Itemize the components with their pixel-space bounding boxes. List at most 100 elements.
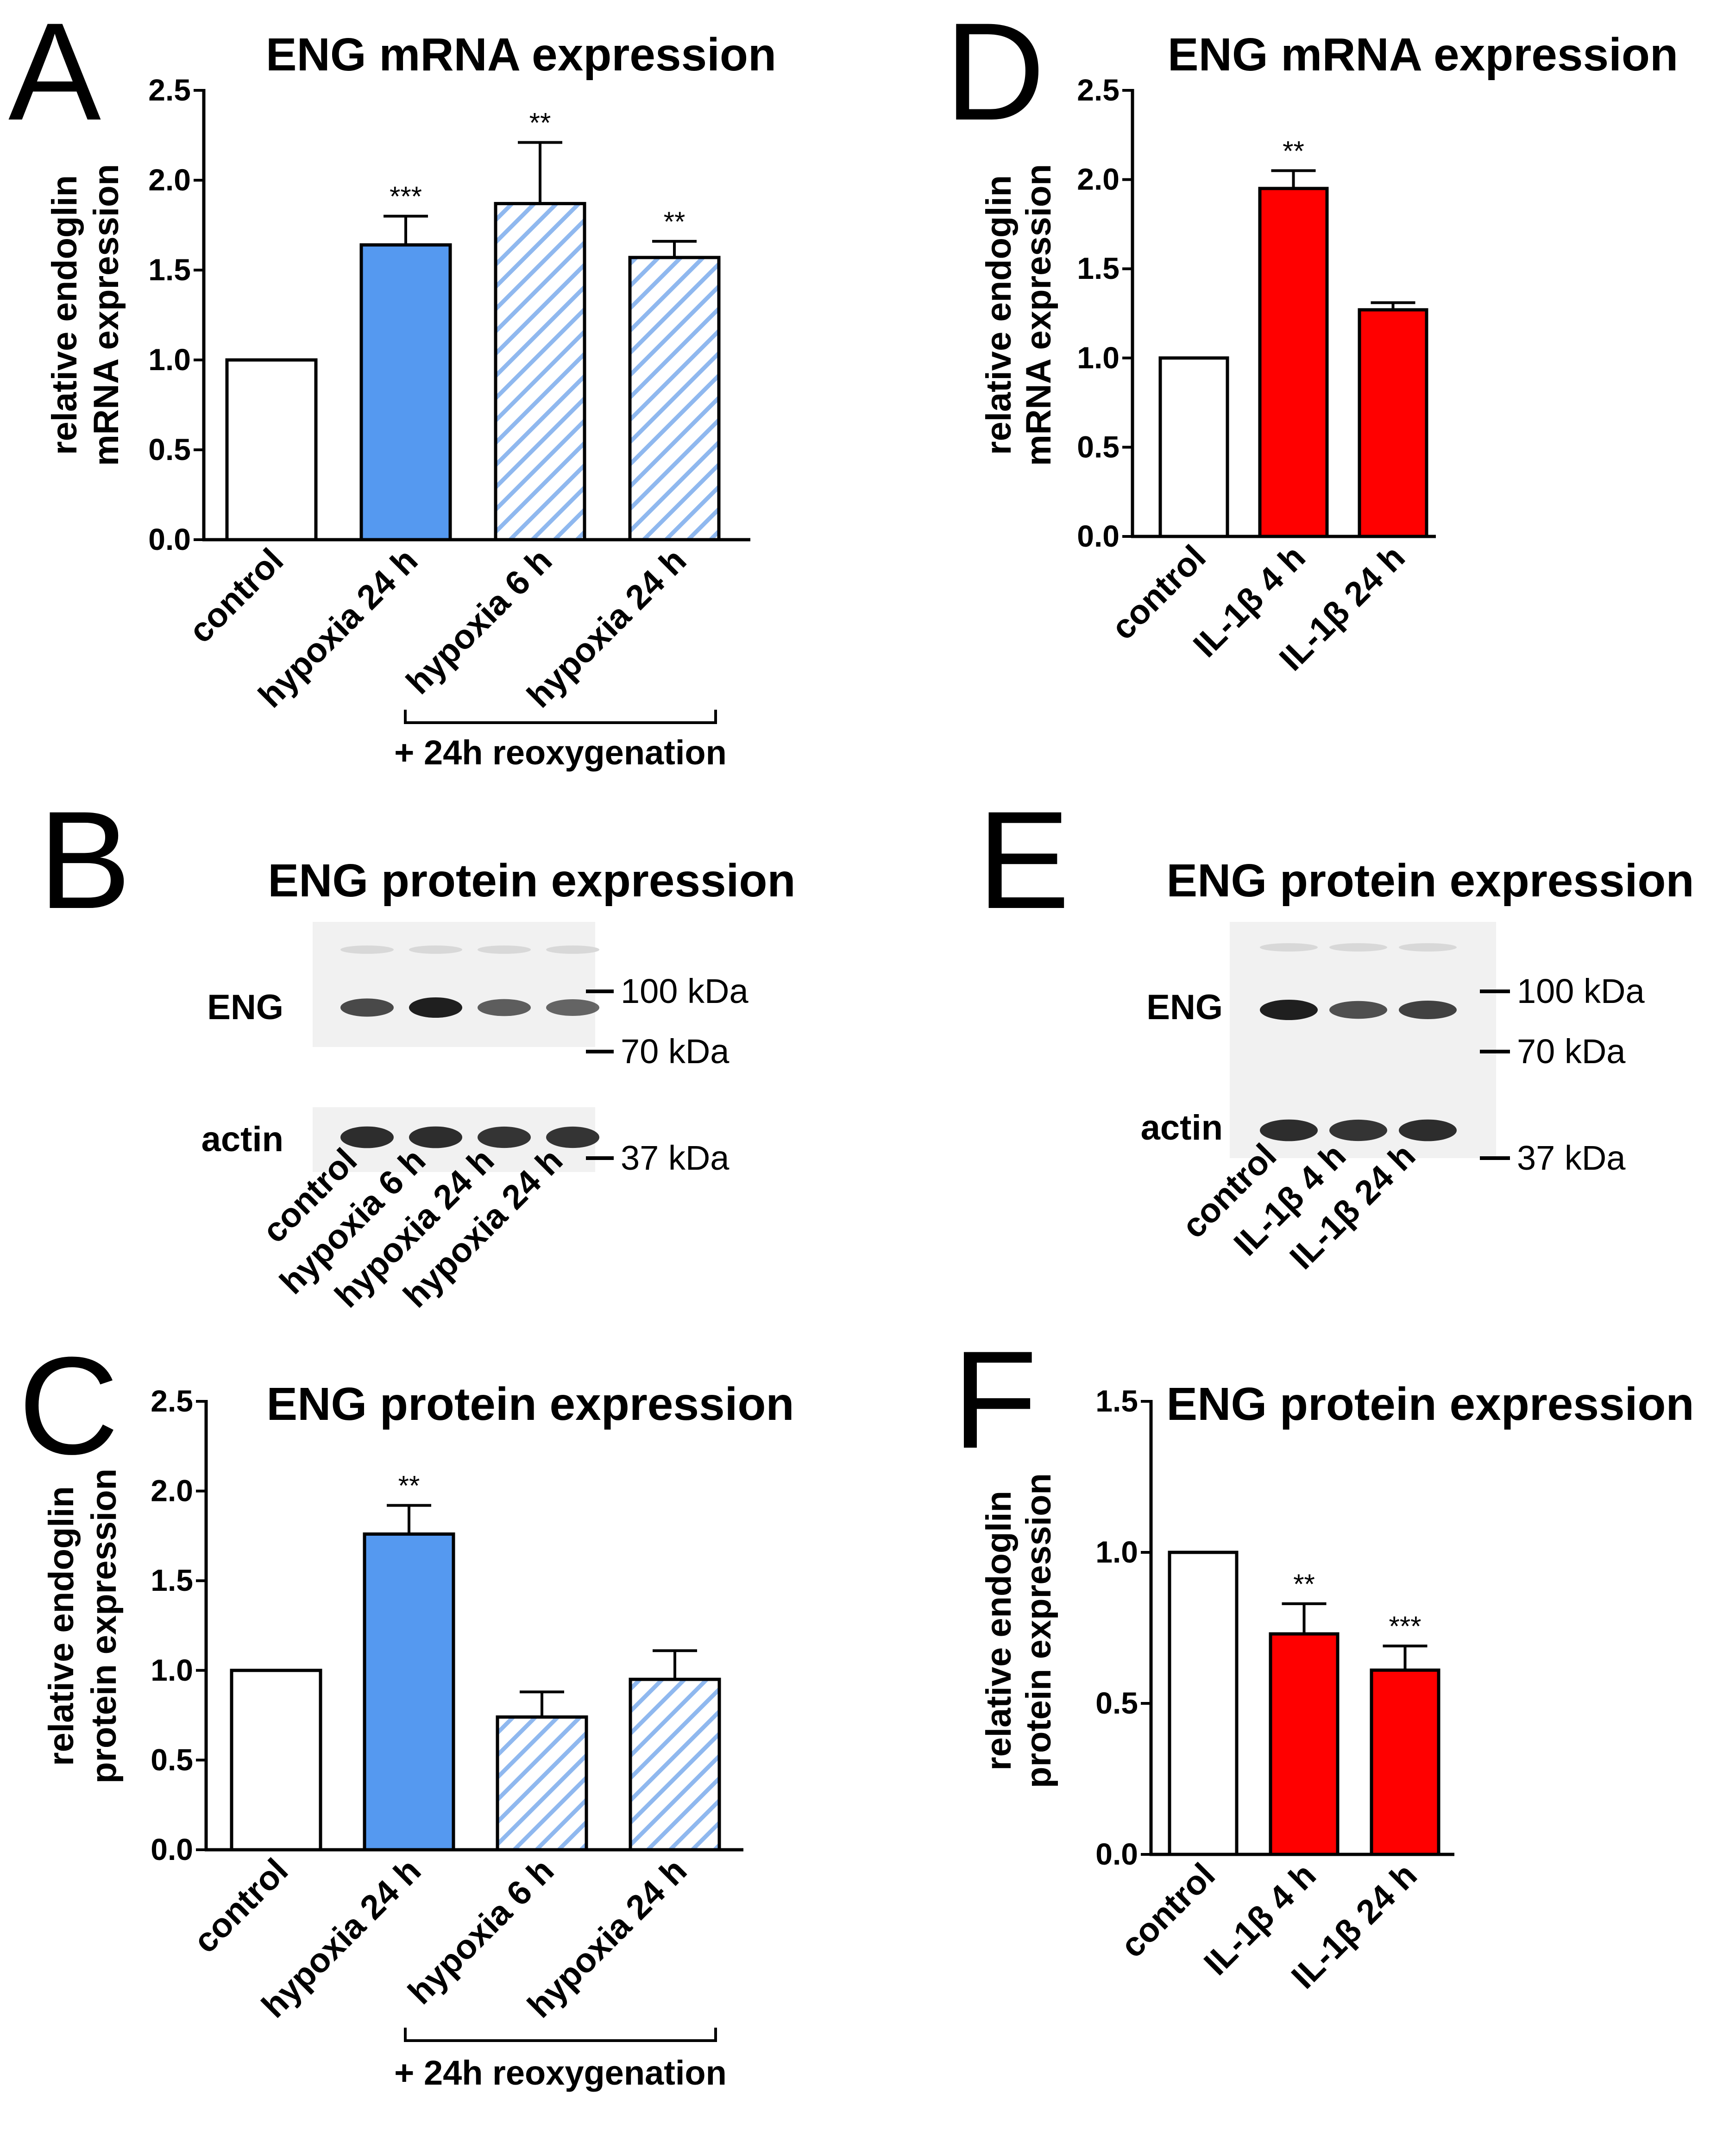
faint-band [1329,943,1387,952]
y-tick-label: 0.5 [1095,1686,1138,1720]
actin-band [1329,1119,1387,1141]
y-axis-label: relative endoglin [979,1491,1019,1771]
bar [359,243,452,542]
bar [628,256,721,542]
panel-letter-a: A [8,0,102,149]
faint-band [1399,943,1457,952]
y-tick-label: 0.0 [1095,1837,1138,1871]
significance-marker: *** [390,181,422,212]
marker-label: 70 kDa [621,1032,730,1071]
panel-f: F ENG protein expression relative endoglin… [952,1322,1694,1996]
actin-band [1399,1119,1457,1141]
y-tick-label: 1.5 [148,252,191,287]
blot-membrane [1230,922,1496,1158]
eng-band [546,999,599,1016]
category-label: control [181,541,290,650]
faint-band [546,945,599,954]
y-tick-label: 2.5 [148,73,191,107]
blot-row-label-eng: ENG [207,988,283,1027]
panel-letter-b: B [38,782,131,938]
y-tick-label: 2.0 [1077,162,1120,196]
eng-band [409,997,462,1018]
blot-title: ENG protein expression [268,855,795,907]
y-tick-label: 1.0 [148,342,191,377]
reoxygenation-label: + 24h reoxygenation [394,733,727,772]
reoxygenation-bracket [404,710,717,724]
category-label: control [186,1851,295,1960]
significance-marker: ** [398,1470,420,1501]
reoxygenation-bracket [404,2028,717,2042]
bar [496,1715,588,1852]
actin-band [409,1126,462,1148]
bar [1158,356,1229,538]
chart-title: ENG protein expression [1166,1378,1694,1430]
blot-title: ENG protein expression [1166,855,1694,907]
significance-marker: ** [1283,135,1304,166]
blot-membrane [313,922,595,1047]
bar [1269,1632,1340,1856]
reoxygenation-label: + 24h reoxygenation [394,2054,727,2092]
panel-letter-c: C [19,1328,119,1483]
panel-b: B ENG protein expressionENGactincontrolhy… [38,782,796,1315]
y-axis-label: protein expression [1019,1473,1058,1788]
y-tick-label: 0.0 [151,1832,193,1866]
panel-e: E ENG protein expressionENGactincontrolIL… [977,782,1694,1277]
eng-band [478,999,531,1016]
panel-letter-f: F [952,1322,1037,1477]
significance-marker: *** [1389,1611,1421,1642]
y-axis-label: mRNA expression [1019,164,1058,466]
actin-band [546,1126,599,1148]
bar [1370,1668,1440,1856]
chart-title: ENG mRNA expression [1168,29,1678,81]
faint-band [409,945,462,954]
bar [1358,308,1428,538]
blot-row-label-actin: actin [201,1120,283,1159]
y-tick-label: 0.0 [148,522,191,556]
significance-marker: ** [529,107,551,139]
y-tick-label: 2.0 [148,163,191,197]
eng-band [1260,1000,1318,1020]
y-tick-label: 1.5 [1095,1384,1138,1418]
panel-letter-d: D [945,0,1045,149]
significance-marker: ** [664,206,686,237]
y-tick-label: 1.0 [151,1653,193,1687]
marker-label: 100 kDa [621,972,748,1010]
y-axis-label: mRNA expression [87,164,126,466]
blot-row-label-actin: actin [1141,1108,1223,1147]
y-tick-label: 1.0 [1095,1535,1138,1569]
chart-title: ENG protein expression [266,1378,794,1430]
faint-band [478,945,531,954]
panel-letter-e: E [977,782,1070,938]
marker-label: 100 kDa [1517,972,1645,1010]
bar [225,358,318,542]
y-axis-label: protein expression [84,1469,124,1784]
bar [363,1532,455,1852]
actin-band [478,1126,531,1148]
eng-band [1399,1001,1457,1019]
blot-row-label-eng: ENG [1146,988,1223,1027]
y-tick-label: 0.0 [1077,519,1120,553]
chart-title: ENG mRNA expression [266,29,776,81]
faint-band [340,945,394,954]
bar [230,1669,322,1852]
y-tick-label: 2.5 [151,1384,193,1418]
marker-label: 70 kDa [1517,1032,1626,1071]
actin-band [1260,1119,1318,1141]
y-tick-label: 2.0 [151,1474,193,1508]
marker-label: 37 kDa [1517,1139,1626,1177]
bar [629,1677,721,1852]
y-tick-label: 0.5 [148,432,191,466]
y-tick-label: 0.5 [1077,429,1120,464]
significance-marker: ** [1293,1569,1315,1600]
y-tick-label: 1.5 [1077,251,1120,285]
eng-band [1329,1001,1387,1019]
bar [494,202,586,542]
y-axis-label: relative endoglin [979,175,1019,455]
y-axis-label: relative endoglin [42,1486,81,1766]
bar [1168,1551,1239,1856]
y-tick-label: 0.5 [151,1742,193,1777]
y-tick-label: 1.0 [1077,340,1120,375]
faint-band [1260,943,1318,952]
eng-band [340,998,394,1017]
